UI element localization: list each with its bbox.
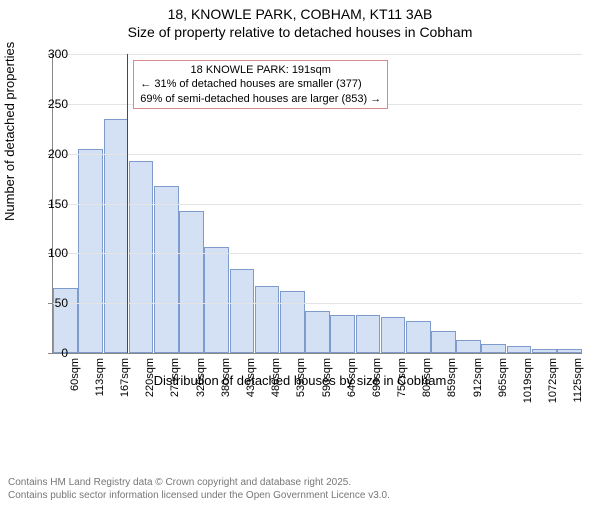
bar: [381, 317, 406, 353]
bar: [557, 349, 582, 353]
bar: [507, 346, 532, 353]
bar: [456, 340, 481, 353]
bar: [280, 291, 305, 353]
x-tick-label: 912sqm: [472, 358, 484, 397]
x-tick-label: 433sqm: [245, 358, 257, 397]
x-tick-label: 326sqm: [195, 358, 207, 397]
x-tick-label: 965sqm: [497, 358, 509, 397]
x-tick-label: 1019sqm: [522, 358, 534, 403]
gridline: [53, 54, 582, 55]
x-tick-label: 859sqm: [446, 358, 458, 397]
bar: [356, 315, 381, 353]
x-tick-label: 380sqm: [220, 358, 232, 397]
y-tick-label: 0: [40, 346, 68, 360]
x-tick-label: 806sqm: [421, 358, 433, 397]
bar: [204, 247, 229, 353]
bar: [179, 211, 204, 353]
bar: [129, 161, 154, 353]
chart-title-sub: Size of property relative to detached ho…: [0, 24, 600, 40]
x-tick-label: 60sqm: [69, 358, 81, 391]
bar: [431, 331, 456, 353]
annotation-line: 18 KNOWLE PARK: 191sqm: [140, 63, 381, 77]
property-marker-line: [127, 54, 128, 353]
y-tick-label: 200: [40, 147, 68, 161]
bar: [532, 349, 557, 353]
x-tick-label: 113sqm: [94, 358, 106, 396]
plot-area: 18 KNOWLE PARK: 191sqm← 31% of detached …: [52, 54, 582, 354]
y-tick-label: 100: [40, 246, 68, 260]
y-tick-label: 50: [40, 296, 68, 310]
footer-line-1: Contains HM Land Registry data © Crown c…: [8, 477, 390, 490]
bar: [330, 315, 355, 353]
footer-attribution: Contains HM Land Registry data © Crown c…: [8, 477, 390, 502]
annotation-line: ← 31% of detached houses are smaller (37…: [140, 77, 381, 91]
bar: [230, 269, 255, 353]
x-tick-label: 167sqm: [119, 358, 131, 397]
y-tick-label: 150: [40, 197, 68, 211]
bar: [78, 149, 103, 353]
x-tick-label: 646sqm: [346, 358, 358, 397]
y-tick-label: 300: [40, 47, 68, 61]
x-tick-label: 593sqm: [321, 358, 333, 397]
chart-container: Number of detached properties 18 KNOWLE …: [0, 46, 600, 466]
gridline: [53, 204, 582, 205]
x-tick-label: 1125sqm: [572, 358, 584, 402]
footer-line-2: Contains public sector information licen…: [8, 490, 390, 503]
x-tick-label: 486sqm: [270, 358, 282, 397]
bar: [154, 186, 179, 353]
y-tick-label: 250: [40, 97, 68, 111]
bar: [481, 344, 506, 353]
bar: [255, 286, 280, 353]
x-tick-label: 699sqm: [371, 358, 383, 397]
x-tick-label: 220sqm: [144, 358, 156, 397]
annotation-box: 18 KNOWLE PARK: 191sqm← 31% of detached …: [133, 60, 388, 109]
annotation-line: 69% of semi-detached houses are larger (…: [140, 92, 381, 106]
x-tick-label: 539sqm: [295, 358, 307, 397]
gridline: [53, 303, 582, 304]
bar: [305, 311, 330, 353]
bar: [406, 321, 431, 353]
gridline: [53, 253, 582, 254]
x-tick-label: 752sqm: [396, 358, 408, 397]
y-axis-label: Number of detached properties: [2, 42, 17, 221]
x-tick-label: 1072sqm: [547, 358, 559, 403]
gridline: [53, 154, 582, 155]
chart-title-main: 18, KNOWLE PARK, COBHAM, KT11 3AB: [0, 6, 600, 22]
x-tick-label: 273sqm: [169, 358, 181, 397]
